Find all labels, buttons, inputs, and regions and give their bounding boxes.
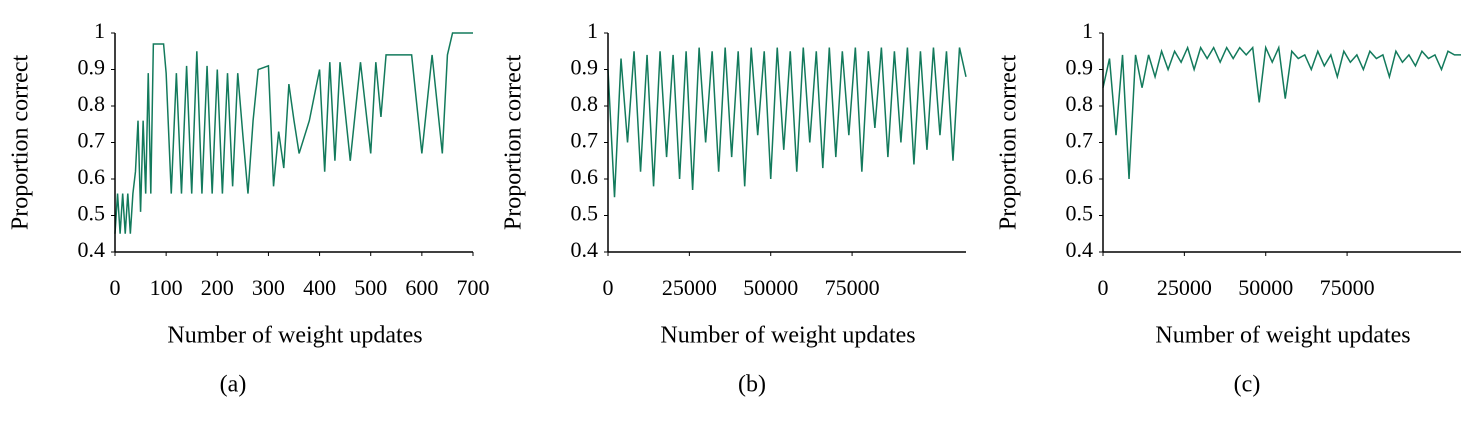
y-tick-label: 0.7: [78, 128, 106, 153]
y-tick-label: 0.5: [571, 201, 599, 226]
x-tick-label: 700: [457, 275, 490, 300]
y-tick-label: 0.8: [78, 91, 106, 116]
x-tick-label: 300: [252, 275, 285, 300]
x-tick-label: 400: [303, 275, 336, 300]
x-tick-label: 100: [150, 275, 183, 300]
y-tick-label: 1: [94, 18, 105, 43]
y-tick-label: 0.4: [571, 237, 599, 262]
x-axis-label: Number of weight updates: [660, 323, 915, 349]
y-tick-label: 0.4: [78, 237, 106, 262]
y-axis-label: Proportion correct: [8, 55, 34, 231]
y-tick-label: 0.7: [1066, 128, 1094, 153]
y-axis-label: Proportion correct: [996, 55, 1022, 231]
x-tick-label: 25000: [1157, 275, 1212, 300]
caption: (b): [738, 372, 766, 398]
x-tick-label: 600: [405, 275, 438, 300]
y-tick-label: 0.4: [1066, 237, 1094, 262]
y-tick-label: 0.8: [571, 91, 599, 116]
x-tick-label: 50000: [743, 275, 798, 300]
y-tick-label: 1: [587, 18, 598, 43]
line: [1102, 44, 1461, 180]
line: [114, 32, 473, 234]
y-tick-label: 0.5: [1066, 201, 1094, 226]
y-tick-label: 1: [1082, 18, 1093, 43]
caption: (c): [1234, 372, 1261, 398]
y-tick-label: 0.5: [78, 201, 106, 226]
line: [607, 47, 967, 198]
x-tick-label: 0: [110, 275, 121, 300]
x-tick-label: 200: [201, 275, 234, 300]
x-tick-label: 0: [1098, 275, 1109, 300]
x-tick-label: 500: [354, 275, 387, 300]
x-axis-label: Number of weight updates: [1155, 323, 1410, 349]
x-tick-label: 75000: [1320, 275, 1375, 300]
y-tick-label: 0.6: [571, 164, 599, 189]
y-axis-label: Proportion correct: [501, 55, 527, 231]
y-tick-label: 0.7: [571, 128, 599, 153]
x-tick-label: 50000: [1238, 275, 1293, 300]
x-tick-label: 0: [603, 275, 614, 300]
x-axis-label: Number of weight updates: [167, 323, 422, 349]
y-tick-label: 0.6: [1066, 164, 1094, 189]
y-tick-label: 0.9: [78, 55, 106, 80]
y-tick-label: 0.9: [1066, 55, 1094, 80]
y-tick-label: 0.8: [1066, 91, 1094, 116]
caption: (a): [220, 372, 247, 398]
y-tick-label: 0.6: [78, 164, 106, 189]
x-tick-label: 75000: [825, 275, 880, 300]
y-tick-label: 0.9: [571, 55, 599, 80]
x-tick-label: 25000: [662, 275, 717, 300]
